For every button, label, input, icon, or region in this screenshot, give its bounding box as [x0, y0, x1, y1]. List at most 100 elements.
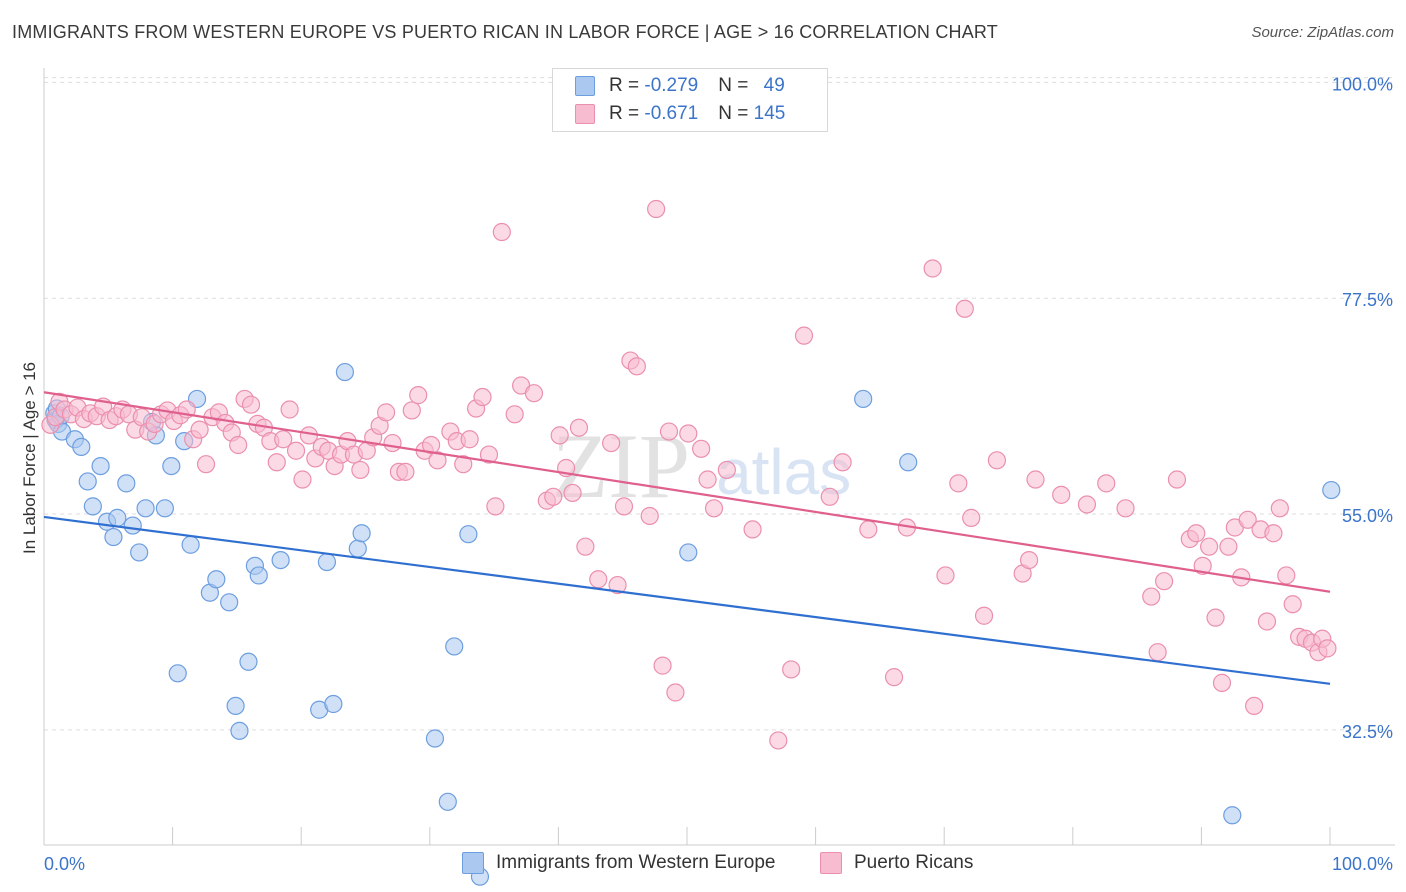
- puerto-rican-point: [602, 433, 621, 453]
- puerto-rican-point: [659, 422, 679, 441]
- legend-item-puerto-ricans: Puerto Ricans: [820, 852, 973, 874]
- puerto-rican-point: [679, 424, 698, 443]
- legend-r-label: R =: [609, 103, 645, 124]
- western-europe-trend-line: [43, 515, 1331, 685]
- puerto-rican-point: [1219, 537, 1238, 556]
- puerto-rican-point: [1155, 572, 1174, 591]
- puerto-rican-point: [859, 520, 878, 539]
- western-europe-point: [854, 389, 873, 409]
- puerto-rican-point: [1200, 537, 1219, 556]
- puerto-rican-point: [1264, 524, 1283, 543]
- puerto-rican-point: [794, 326, 814, 345]
- puerto-rican-point: [1318, 639, 1337, 658]
- western-europe-point: [78, 472, 97, 491]
- western-europe-point: [117, 474, 136, 493]
- western-europe-point: [1322, 480, 1341, 500]
- western-europe-point: [220, 593, 239, 612]
- legend-series-name: Immigrants from Western Europe: [496, 852, 776, 873]
- puerto-rican-point: [351, 460, 370, 480]
- legend-n-value: 49: [763, 75, 785, 96]
- x-tick-label-max: 100.0%: [1332, 854, 1393, 874]
- puerto-rican-point: [614, 497, 634, 516]
- y-tick-label: 100.0%: [1332, 74, 1393, 94]
- puerto-rican-point: [190, 420, 209, 439]
- western-europe-point: [445, 637, 464, 656]
- puerto-rican-point: [647, 199, 666, 219]
- puerto-rican-point: [396, 462, 415, 481]
- western-europe-point: [348, 539, 367, 558]
- puerto-rican-point: [704, 499, 724, 518]
- puerto-rican-point: [229, 435, 248, 455]
- western-europe-point: [162, 456, 181, 476]
- puerto-rican-point: [576, 537, 595, 556]
- puerto-rican-point: [569, 418, 589, 437]
- western-europe-point: [438, 792, 457, 811]
- trend-lines: [43, 391, 1331, 685]
- puerto-rican-point: [1212, 673, 1232, 692]
- puerto-rican-point: [608, 575, 627, 595]
- puerto-rican-point: [692, 439, 711, 458]
- puerto-rican-point: [955, 299, 974, 318]
- pink-swatch: [575, 104, 595, 124]
- pink-swatch: [820, 852, 842, 874]
- legend-r-value: -0.671: [644, 103, 699, 124]
- puerto-rican-point: [286, 441, 306, 460]
- puerto-rican-point: [717, 460, 736, 480]
- western-europe-point: [1223, 806, 1242, 825]
- puerto-rican-point: [241, 395, 261, 414]
- western-europe-point: [352, 524, 371, 543]
- puerto-rican-point: [884, 668, 904, 687]
- puerto-rican-point: [383, 433, 402, 453]
- puerto-rican-point: [524, 384, 544, 403]
- zipatlas-watermark: ZIP atlas: [552, 415, 851, 517]
- legend-r-label: R =: [609, 75, 645, 96]
- puerto-rican-point: [987, 451, 1007, 470]
- blue-swatch: [575, 76, 595, 96]
- puerto-rican-point: [293, 470, 312, 489]
- puerto-rican-point: [544, 487, 563, 506]
- legend-n-value: 145: [753, 103, 786, 124]
- puerto-rican-point: [1167, 470, 1187, 489]
- puerto-rican-point: [1148, 643, 1167, 662]
- puerto-rican-point: [280, 400, 299, 419]
- western-europe-point: [335, 362, 355, 382]
- puerto-rican-point: [782, 660, 801, 679]
- puerto-rican-point: [428, 451, 447, 470]
- western-europe-point: [230, 721, 249, 740]
- puerto-rican-point: [666, 683, 685, 702]
- puerto-rican-point: [1097, 474, 1116, 493]
- puerto-rican-point: [1257, 612, 1277, 631]
- puerto-rican-point: [267, 453, 286, 472]
- puerto-rican-point: [421, 435, 441, 455]
- y-axis-label: In Labor Force | Age > 16: [20, 362, 39, 554]
- western-europe-point: [459, 525, 478, 544]
- legend-series-name: Puerto Ricans: [854, 852, 974, 873]
- puerto-rican-point: [820, 487, 839, 506]
- puerto-rican-point: [409, 386, 428, 405]
- puerto-rican-point: [505, 405, 524, 424]
- western-europe-point: [108, 508, 127, 527]
- puerto-rican-point: [1052, 485, 1071, 504]
- puerto-rican-point: [1245, 696, 1264, 716]
- puerto-rican-point: [486, 497, 505, 516]
- puerto-rican-point: [196, 455, 216, 474]
- western-europe-point: [168, 664, 187, 683]
- puerto-rican-point: [698, 470, 717, 489]
- x-tick-label-min: 0.0%: [44, 854, 85, 874]
- western-europe-point: [104, 527, 123, 547]
- western-europe-point: [249, 566, 268, 585]
- y-tick-label: 32.5%: [1342, 722, 1393, 742]
- puerto-rican-point: [473, 387, 492, 407]
- axes: [43, 68, 1395, 846]
- western-europe-point: [207, 570, 226, 589]
- puerto-rican-point: [1116, 499, 1135, 518]
- puerto-rican-point: [833, 453, 852, 472]
- puerto-rican-point: [479, 445, 499, 464]
- western-europe-point: [317, 552, 337, 572]
- source-credit: Source: ZipAtlas.com: [1251, 24, 1394, 41]
- western-europe-point: [83, 497, 102, 516]
- puerto-rican-point: [1270, 499, 1289, 518]
- puerto-rican-point: [923, 259, 942, 278]
- puerto-rican-point: [1187, 524, 1206, 543]
- western-europe-point: [91, 456, 110, 476]
